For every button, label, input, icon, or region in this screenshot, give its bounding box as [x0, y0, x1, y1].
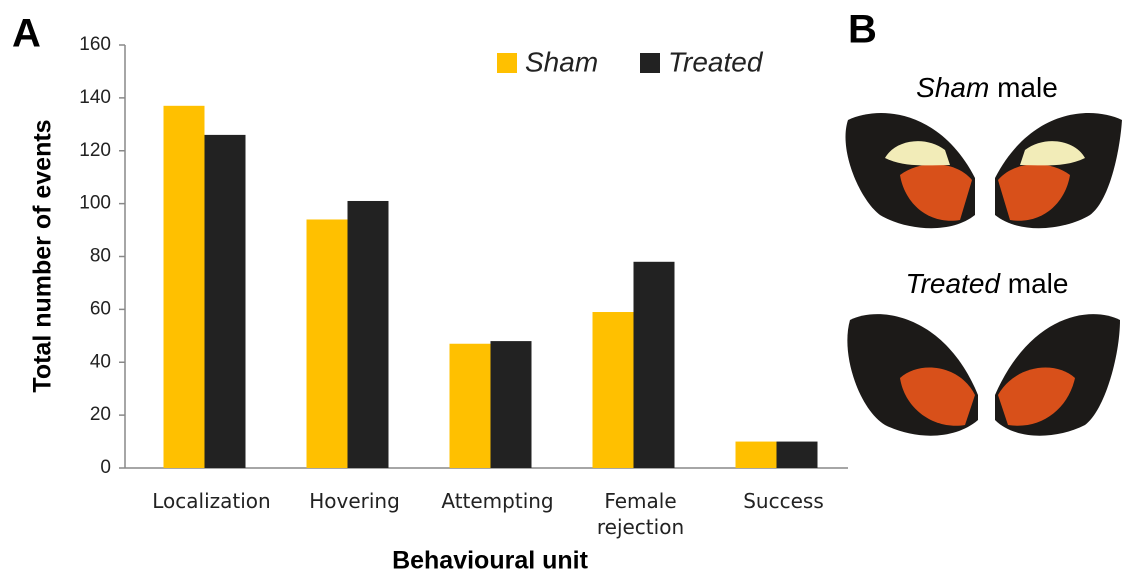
bar [163, 105, 205, 469]
panel-label: B [848, 8, 877, 52]
bar [592, 312, 634, 468]
bar [449, 343, 491, 468]
y-axis-title: Total number of events [29, 119, 57, 392]
caption-italic: Sham [916, 72, 989, 103]
panel-label: A [12, 12, 41, 56]
legend-swatch [497, 53, 517, 73]
caption-text: male [997, 72, 1058, 103]
bar [776, 441, 818, 468]
y-tick-label: 60 [90, 298, 111, 319]
y-tick-label: 160 [79, 34, 111, 55]
legend-label: Sham [525, 46, 598, 77]
bar [735, 441, 777, 468]
bar [633, 261, 675, 468]
x-tick-label: Localization [152, 489, 271, 513]
x-tick-label: Success [743, 489, 824, 513]
y-tick-label: 120 [79, 140, 111, 161]
image-caption: Treated male [906, 268, 1069, 299]
x-axis-title: Behavioural unit [392, 547, 589, 575]
legend-swatch [640, 53, 660, 73]
image-caption: Sham male [916, 72, 1058, 103]
y-tick-label: 100 [79, 193, 111, 214]
caption-text: male [1008, 268, 1069, 299]
bar [204, 134, 246, 468]
legend-label: Treated [668, 46, 764, 77]
x-tick-label: Female rejection [596, 489, 685, 539]
y-tick-label: 40 [90, 351, 111, 372]
butterfly-sham [845, 113, 1122, 229]
bar [490, 341, 532, 468]
x-tick-label: Attempting [441, 489, 554, 513]
caption-italic: Treated [906, 268, 1002, 299]
y-tick-label: 80 [90, 246, 111, 267]
bar [306, 219, 348, 468]
bar [347, 200, 389, 468]
y-tick-label: 0 [100, 457, 111, 478]
y-tick-label: 20 [90, 404, 111, 425]
x-tick-label: Hovering [309, 489, 400, 513]
y-tick-label: 140 [79, 87, 111, 108]
butterfly-treated [847, 314, 1120, 436]
